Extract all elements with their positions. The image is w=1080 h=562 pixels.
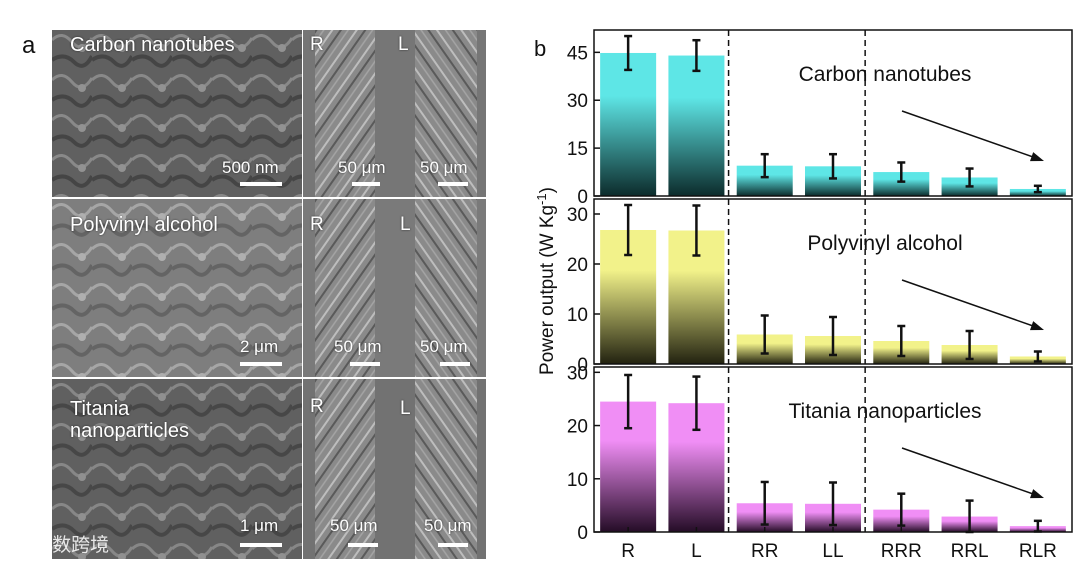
sem-tag-pva-r: R	[310, 214, 324, 235]
sem-fiber-titania-l	[393, 379, 486, 559]
x-tick-label-rlr: RLR	[1019, 541, 1057, 562]
y-tick-label-2-10: 10	[567, 470, 588, 491]
scale-bar-pva-r	[350, 362, 380, 366]
bar-0-l	[668, 55, 725, 197]
trend-arrow-line-2	[901, 447, 1037, 496]
trend-arrow-head-1	[1030, 321, 1044, 331]
trend-arrow-head-0	[1030, 152, 1044, 162]
scale-bar-carbon-l	[438, 182, 468, 186]
subplot-frame-1	[593, 198, 1073, 365]
sem-tag-titania-r: R	[310, 396, 324, 417]
sem-tag-pva-l: L	[400, 214, 411, 235]
trend-arrow-line-0	[901, 110, 1037, 159]
y-tick-label-1-10: 10	[567, 305, 588, 326]
x-tick-label-r: R	[621, 541, 635, 562]
scale-bar-pva-main	[240, 362, 282, 366]
y-tick-label-1-0: 0	[577, 355, 588, 376]
scale-label-pva-l: 50 μm	[420, 337, 468, 356]
sem-tag-titania-l: L	[400, 398, 411, 419]
watermark: ⦿ 大数跨境	[8, 530, 109, 557]
scale-label-titania-main: 1 μm	[240, 516, 279, 535]
sem-fiber-pva-r	[303, 199, 393, 377]
subplot-title-1: Polyvinyl alcohol	[807, 232, 962, 255]
scale-bar-titania-main	[240, 543, 282, 547]
sem-tag-carbon-r: R	[310, 34, 324, 55]
x-tick-label-l: L	[691, 541, 702, 562]
sem-fiber-pva-l	[393, 199, 486, 377]
scale-bar-carbon-main	[240, 182, 282, 186]
scale-bar-carbon-r	[352, 182, 380, 186]
y-tick-label-2-20: 20	[567, 417, 588, 438]
y-tick-label-2-30: 30	[567, 363, 588, 384]
sem-image-carbon-nanotubes	[52, 30, 302, 197]
panel-b-label: b	[534, 36, 546, 61]
scale-label-titania-l: 50 μm	[424, 516, 472, 535]
sem-fiber-carbon-r	[303, 30, 393, 197]
scale-label-carbon-r: 50 μm	[338, 158, 386, 177]
scale-bar-pva-l	[440, 362, 470, 366]
sem-caption-titania: Titania nanoparticles	[70, 398, 189, 442]
sem-caption-pva: Polyvinyl alcohol	[70, 214, 218, 236]
y-tick-label-0-30: 30	[567, 91, 588, 112]
x-tick-label-rrl: RRL	[951, 541, 989, 562]
sem-fiber-titania-r	[303, 379, 393, 559]
x-tick-label-rrr: RRR	[881, 541, 922, 562]
scale-bar-titania-r	[348, 543, 378, 547]
scale-label-pva-r: 50 μm	[334, 337, 382, 356]
sem-image-titania-nanoparticles	[52, 379, 302, 559]
power-output-chart: b Power output (W Kg-1) 0 15 30 45 Carbon nano…	[534, 29, 1073, 562]
trend-arrow-line-1	[901, 279, 1037, 328]
subplot-frame-0	[593, 29, 1073, 197]
y-axis-label: Power output (W Kg-1)	[534, 187, 559, 375]
watermark-text: 大数跨境	[33, 534, 110, 556]
sem-fiber-carbon-l	[393, 30, 486, 197]
y-tick-label-0-0: 0	[577, 187, 588, 208]
subplot-title-0: Carbon nanotubes	[799, 63, 972, 86]
scale-label-pva-main: 2 μm	[240, 337, 279, 356]
x-tick-label-rr: RR	[751, 541, 778, 562]
y-tick-label-0-45: 45	[567, 43, 588, 64]
panel-a-label: a	[22, 32, 36, 59]
scale-bar-titania-l	[438, 543, 468, 547]
bar-0-r	[600, 52, 657, 196]
sem-caption-carbon: Carbon nanotubes	[70, 34, 235, 56]
scale-label-carbon-main: 500 nm	[222, 158, 279, 177]
sem-tag-carbon-l: L	[398, 34, 409, 55]
y-tick-label-1-30: 30	[567, 205, 588, 226]
scale-label-titania-r: 50 μm	[330, 516, 378, 535]
subplot-title-2: Titania nanoparticles	[789, 400, 982, 423]
y-tick-label-2-0: 0	[577, 523, 588, 544]
x-tick-label-ll: LL	[822, 541, 843, 562]
trend-arrow-head-2	[1030, 489, 1044, 499]
bar-0-rrr	[873, 172, 930, 196]
y-tick-label-1-20: 20	[567, 255, 588, 276]
y-tick-label-0-15: 15	[567, 139, 588, 160]
sem-image-polyvinyl-alcohol	[52, 199, 302, 377]
watermark-logo-icon: ⦿	[8, 534, 28, 556]
scale-label-carbon-l: 50 μm	[420, 158, 468, 177]
